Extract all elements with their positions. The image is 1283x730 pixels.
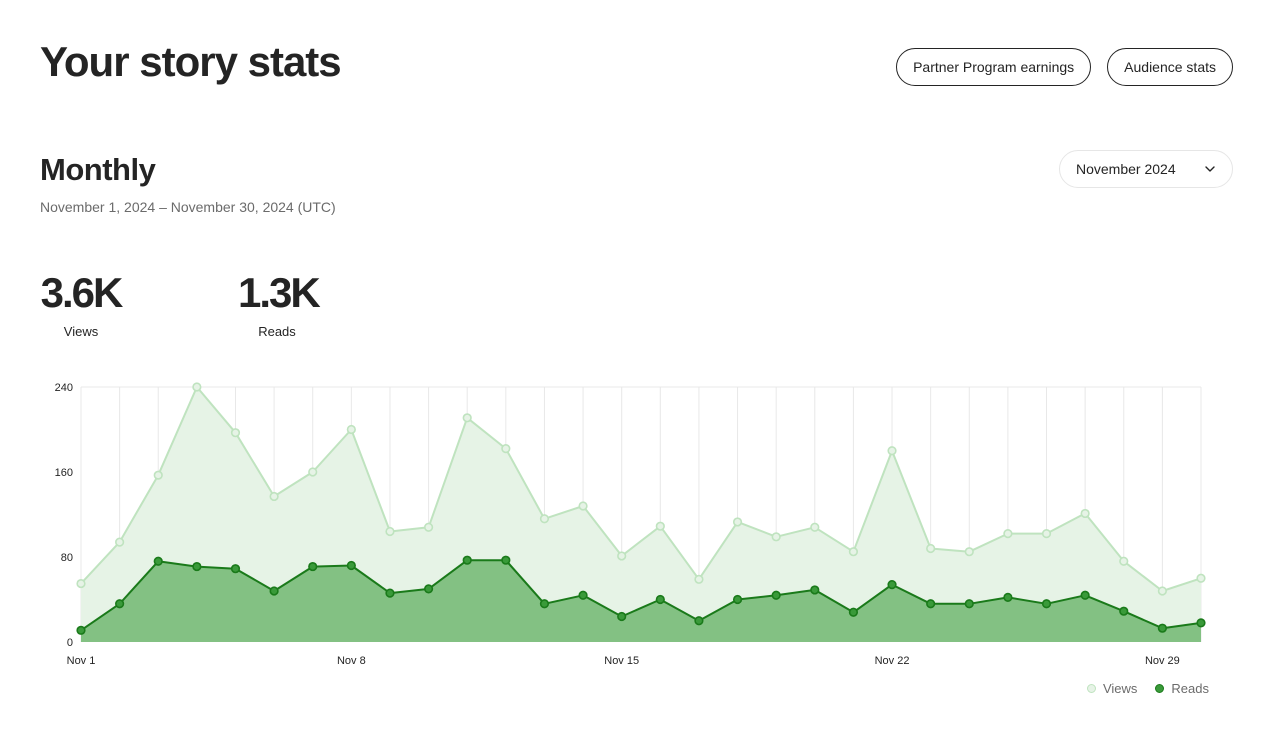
stats-chart: 0 80 160 240 Nov 1 Nov 8 Nov 15 Nov 22 Nov 29 <box>55 382 1206 667</box>
views-point <box>423 522 434 532</box>
reads-point <box>230 564 241 574</box>
reads-point <box>810 585 820 595</box>
views-point <box>1003 529 1013 539</box>
reads-point <box>771 590 781 600</box>
reads-point <box>732 594 743 605</box>
reads-point <box>887 580 897 590</box>
views-point <box>192 382 202 392</box>
chevron-down-icon <box>1204 163 1216 175</box>
views-point <box>617 551 627 561</box>
views-point <box>462 413 472 423</box>
views-point <box>346 424 356 435</box>
views-point <box>501 444 511 454</box>
views-point <box>732 517 743 527</box>
views-point <box>1080 508 1090 519</box>
reads-point <box>926 599 936 609</box>
reads-point <box>1041 599 1052 609</box>
views-value: 3.6K <box>40 269 124 316</box>
partner-program-earnings-button[interactable]: Partner Program earnings <box>896 48 1092 86</box>
reads-point <box>346 560 356 571</box>
x-tick-label: Nov 29 <box>1145 655 1180 667</box>
reads-point <box>539 599 550 609</box>
date-range: November 1, 2024 – November 30, 2024 (UT… <box>40 199 336 215</box>
month-select-value: November 2024 <box>1076 161 1176 177</box>
views-point <box>578 501 588 511</box>
reads-point <box>964 599 974 609</box>
reads-point <box>462 555 472 565</box>
reads-point <box>578 590 588 600</box>
views-legend-marker <box>1086 684 1096 693</box>
reads-point <box>153 556 163 566</box>
reads-line <box>80 559 1202 632</box>
views-point <box>655 521 665 531</box>
page-title: Your story stats <box>40 38 342 85</box>
legend-label-views: Views <box>1102 681 1138 696</box>
views-point <box>153 470 163 480</box>
y-tick-label: 240 <box>55 382 73 394</box>
views-point <box>848 547 859 557</box>
views-stat: 3.6K Views <box>40 266 124 339</box>
y-tick-label: 160 <box>55 467 73 479</box>
reads-point <box>501 555 511 565</box>
views-point <box>1041 529 1052 539</box>
month-select[interactable]: November 2024 <box>1059 150 1233 188</box>
reads-point <box>694 616 704 626</box>
section-title: Monthly <box>40 152 156 187</box>
views-point <box>1157 586 1167 596</box>
reads-point <box>1080 590 1090 600</box>
reads-point <box>655 594 665 605</box>
views-point <box>810 522 820 532</box>
chart-legend: Views Reads <box>1086 681 1209 696</box>
views-point <box>926 543 936 554</box>
views-point <box>230 428 241 438</box>
reads-point <box>423 584 434 594</box>
reads-point <box>269 586 279 596</box>
legend-label-reads: Reads <box>1171 681 1209 696</box>
views-point <box>1196 573 1206 583</box>
reads-value: 1.3K <box>238 269 321 316</box>
reads-point <box>1196 618 1206 628</box>
views-point <box>887 446 897 456</box>
reads-point <box>1157 623 1167 633</box>
views-label: Views <box>63 324 99 339</box>
views-point <box>115 537 125 547</box>
x-tick-label: Nov 1 <box>67 655 96 667</box>
reads-point <box>308 561 318 572</box>
views-point <box>308 467 318 477</box>
views-line <box>80 386 1202 592</box>
reads-legend-marker <box>1155 684 1165 693</box>
views-point <box>1119 556 1129 566</box>
header-actions: Partner Program earnings Audience stats <box>896 48 1233 86</box>
views-point <box>539 514 550 524</box>
reads-point <box>617 611 627 622</box>
views-point <box>269 491 279 502</box>
x-tick-label: Nov 8 <box>337 655 366 667</box>
x-tick-label: Nov 22 <box>875 655 910 667</box>
reads-point <box>1119 606 1129 616</box>
y-tick-label: 0 <box>67 637 73 649</box>
reads-point <box>115 599 125 609</box>
views-point <box>76 578 86 589</box>
legend-item-views[interactable]: Views <box>1086 681 1138 696</box>
legend-item-reads[interactable]: Reads <box>1155 681 1209 696</box>
x-tick-label: Nov 15 <box>604 655 639 667</box>
reads-point <box>385 588 395 598</box>
views-point <box>964 547 974 557</box>
reads-point <box>76 625 86 635</box>
reads-area <box>81 560 1201 642</box>
views-point <box>694 574 704 584</box>
views-point <box>771 532 781 542</box>
reads-point <box>1003 592 1013 602</box>
reads-point <box>192 561 202 572</box>
reads-point <box>848 607 859 617</box>
views-point <box>385 526 395 537</box>
reads-stat: 1.3K Reads <box>238 266 321 339</box>
audience-stats-button[interactable]: Audience stats <box>1107 48 1233 86</box>
y-tick-label: 80 <box>61 552 73 564</box>
reads-label: Reads <box>258 324 296 339</box>
